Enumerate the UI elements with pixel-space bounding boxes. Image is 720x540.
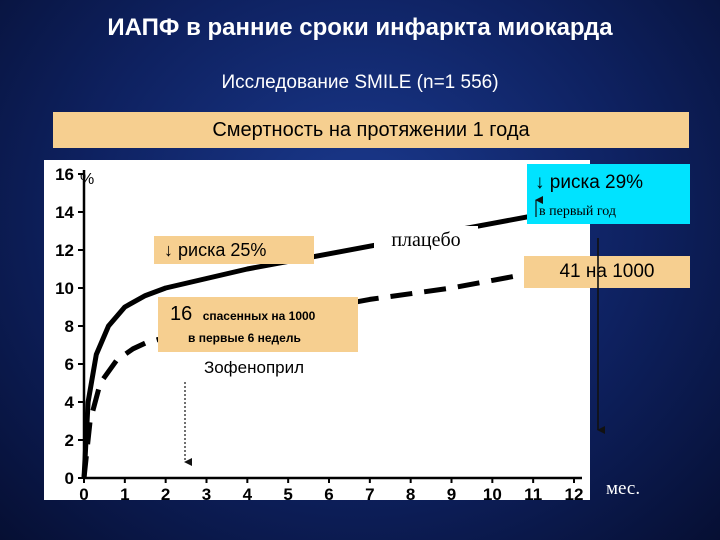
zofenopril-label-box: Зофеноприл [186,356,322,380]
x-tick-label: 2 [161,485,170,500]
x-tick-label: 10 [483,485,502,500]
y-tick-label: 14 [55,203,74,222]
x-tick-label: 11 [524,485,542,500]
saved-period: в первые 6 недель [188,331,301,345]
x-tick-label: 5 [283,485,292,500]
y-axis-label: % [80,171,94,188]
x-tick-labels: 0 1 2 3 4 5 6 7 8 9 10 11 12 [79,478,583,500]
chart-axes [82,170,582,480]
slide-title: ИАПФ в ранние сроки инфаркта миокарда [107,14,613,41]
per-1000-label: 41 на 1000 [559,261,655,282]
months-label: мес. [606,478,641,499]
x-tick-label: 7 [365,485,374,500]
saved-count: 16 [170,303,193,325]
risk-reduction-29-box: ↓ риска 29% в первый год [527,164,690,224]
y-tick-label: 4 [65,393,75,412]
y-tick-label: 6 [65,355,74,374]
y-tick-label: 8 [65,317,74,336]
risk-reduction-25-label: ↓ риска 25% [164,239,267,260]
y-tick-label: 16 [55,165,74,184]
y-tick-labels: 0 2 4 6 8 10 12 14 16 [55,165,84,488]
first-year-label: в первый год [539,204,616,219]
zofenopril-label: Зофеноприл [203,358,305,377]
x-tick-label: 8 [406,485,415,500]
x-tick-label: 6 [324,485,333,500]
per-1000-box: 41 на 1000 [524,256,690,288]
x-tick-label: 12 [565,485,584,500]
placebo-label: плацебо [391,228,461,251]
mortality-banner: Смертность на протяжении 1 года [53,112,689,148]
risk-reduction-25-box: ↓ риска 25% [154,236,314,264]
x-tick-label: 4 [243,485,253,500]
placebo-label-box: плацебо [374,226,478,254]
saved-lives-box: 16 спасенных на 1000 в первые 6 недель [158,297,358,352]
y-tick-label: 10 [55,279,74,298]
x-tick-label: 3 [202,485,211,500]
x-tick-label: 0 [79,485,88,500]
saved-label: спасенных на 1000 [202,309,316,323]
y-tick-label: 2 [65,431,74,450]
y-tick-label: 0 [65,469,74,488]
x-tick-label: 1 [120,485,129,500]
risk-reduction-29-label: ↓ риска 29% [535,172,644,193]
y-tick-label: 12 [55,241,74,260]
slide-subtitle: Исследование SMILE (n=1 556) [221,72,499,93]
x-tick-label: 9 [447,485,456,500]
